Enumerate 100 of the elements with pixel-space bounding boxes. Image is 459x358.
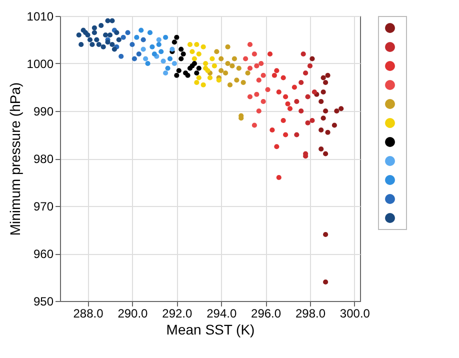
point [100,44,106,50]
point [76,32,82,38]
point [270,127,275,133]
x-tick-label: 300.0 [340,306,370,320]
y-axis-title: Minimum pressure (hPa) [6,82,23,236]
point [156,37,162,42]
point [300,51,306,57]
point [223,70,228,76]
point [245,70,250,76]
point [190,49,195,54]
point [156,42,162,48]
point [267,51,273,57]
point [134,34,140,40]
point [320,116,326,121]
point [323,108,328,114]
point [87,37,93,42]
point [145,60,150,66]
point [167,56,173,62]
point [116,37,122,42]
x-axis-title: Mean SST (K) [166,322,255,338]
point [256,78,262,83]
point [323,151,328,156]
point [227,82,233,88]
point [96,42,102,48]
point [256,108,262,114]
point [334,108,340,114]
point [325,130,330,135]
point [318,146,324,152]
point [176,68,182,74]
point [207,75,213,80]
point [203,60,208,66]
point [212,63,217,68]
y-tick-label: 980 [33,152,54,166]
point [92,25,97,30]
point [174,34,180,40]
point [203,66,208,71]
point [94,37,100,42]
point [196,75,202,80]
point [234,78,240,83]
point [232,56,237,62]
point [312,89,317,95]
point [105,40,110,45]
point [194,70,200,76]
point [236,66,242,71]
point [196,51,202,57]
point [320,89,326,95]
point [185,72,190,78]
point [200,82,206,88]
point [225,60,230,66]
point [140,37,146,42]
point [120,34,126,40]
point [307,63,313,68]
point [294,132,300,138]
point [163,34,168,40]
point [305,120,310,126]
point [85,32,90,38]
point [118,54,124,59]
point [150,44,155,50]
point [130,42,135,48]
point [136,51,142,57]
point [247,42,253,48]
point [325,72,330,78]
point [274,144,280,150]
y-tick-label: 970 [33,200,54,214]
point [283,132,288,138]
y-tick-label: 950 [33,294,54,308]
point [254,92,260,97]
y-tick-label: 990 [33,104,54,118]
point [178,56,184,62]
point [152,51,157,57]
point [178,46,184,52]
point [225,44,230,50]
point [298,80,304,86]
point [105,18,110,24]
point [260,72,266,78]
point [254,63,260,68]
x-tick-label: 296.0 [251,306,282,320]
point [305,94,310,100]
y-tick-label: 1000 [26,57,54,71]
point [218,56,224,62]
x-tick-label: 292.0 [162,306,193,320]
point [147,30,153,36]
y-tick-label: 960 [33,247,54,261]
point [138,28,144,33]
point [194,80,200,86]
point [200,44,206,50]
point [280,75,286,80]
point [332,122,337,128]
point [196,66,202,71]
point [192,56,197,62]
point [338,106,344,112]
x-tick-label: 294.0 [206,306,237,320]
point [172,60,177,66]
point [180,51,186,57]
point [230,63,235,68]
x-tick-label: 288.0 [73,306,104,320]
point [276,174,282,180]
point [274,68,280,74]
x-tick-label: 298.0 [295,306,326,320]
x-tick-label: 290.0 [118,306,148,320]
